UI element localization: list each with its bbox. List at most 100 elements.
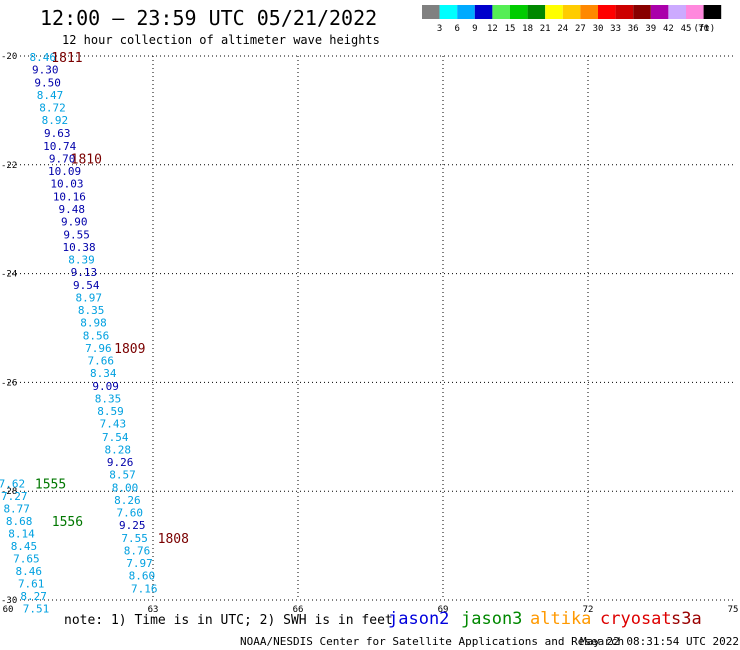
jason3-swh-value: 8.27 — [20, 590, 47, 603]
legend-swatch — [439, 5, 458, 19]
pass-time-label: 1555 — [35, 478, 66, 493]
legend-label: 24 — [557, 24, 568, 34]
legend-label: 9 — [472, 24, 477, 34]
y-tick-label: -28 — [1, 487, 17, 497]
legend-swatch — [492, 5, 510, 19]
legend-swatch — [510, 5, 528, 19]
altika-swh-value: 8.47 — [37, 89, 64, 102]
credit-line: NOAA/NESDIS Center for Satellite Applica… — [240, 635, 625, 648]
pass-time-label: 1810 — [71, 152, 102, 167]
legend-label: 70 — [698, 24, 709, 34]
legend-swatch — [527, 5, 546, 19]
altika-swh-value: 7.43 — [100, 418, 127, 431]
altika-swh-value: 10.38 — [62, 241, 95, 254]
y-tick-label: -22 — [1, 161, 17, 171]
altika-swh-value: 7.16 — [131, 583, 158, 596]
legend-label: 18 — [522, 24, 533, 34]
legend-swatch — [457, 5, 475, 19]
altika-swh-value: 10.74 — [43, 140, 76, 153]
legend-swatch — [562, 5, 581, 19]
legend-swatch — [598, 5, 616, 19]
jason3-swh-value: 8.14 — [8, 528, 35, 541]
legend-swatch — [633, 5, 651, 19]
legend-label: 45 — [681, 24, 692, 34]
x-tick-label: 75 — [728, 605, 739, 615]
altika-swh-value: 9.13 — [71, 266, 98, 279]
legend-swatch — [474, 5, 493, 19]
update-timestamp: May 22 08:31:54 UTC 2022 — [580, 635, 739, 648]
altika-swh-value: 9.26 — [107, 456, 134, 469]
altika-swh-value: 7.96 — [85, 342, 112, 355]
legend-label: 30 — [593, 24, 604, 34]
altika-swh-value: 10.16 — [53, 190, 86, 203]
altika-swh-value: 8.00 — [112, 481, 139, 494]
legend-swatch — [615, 5, 634, 19]
altika-swh-value: 7.97 — [126, 557, 153, 570]
altika-swh-value: 8.59 — [97, 405, 124, 418]
legend-unit: (ft) — [694, 24, 716, 34]
satellite-legend-s3a: s3a — [671, 609, 702, 629]
altika-swh-value: 9.63 — [44, 127, 71, 140]
satellite-legend-jason2: jason2 — [388, 609, 450, 629]
pass-time-label: 1808 — [158, 532, 189, 547]
jason3-swh-value: 7.62 — [0, 478, 25, 491]
satellite-legend-altika: altika — [530, 609, 592, 629]
jason3-swh-value: 8.68 — [6, 515, 33, 528]
legend-swatch — [422, 5, 440, 19]
x-tick-label: 72 — [583, 605, 594, 615]
legend-swatch — [703, 5, 722, 19]
jason3-swh-value: 7.51 — [23, 603, 50, 615]
legend-label: 36 — [628, 24, 639, 34]
x-tick-label: 66 — [293, 605, 304, 615]
altika-swh-value: 8.97 — [75, 292, 102, 305]
altika-swh-value: 10.09 — [48, 165, 81, 178]
altika-swh-value: 9.48 — [59, 203, 86, 216]
legend-swatch — [668, 5, 686, 19]
pass-time-label: 1556 — [52, 515, 83, 530]
altika-swh-value: 9.90 — [61, 215, 88, 228]
jason3-swh-value: 7.65 — [13, 553, 40, 566]
legend-swatch — [650, 5, 669, 19]
altika-swh-value: 8.35 — [78, 304, 105, 317]
altika-swh-value: 8.57 — [109, 468, 136, 481]
altika-swh-value: 9.25 — [119, 519, 146, 532]
altika-swh-value: 10.03 — [50, 177, 83, 190]
legend-swatch — [686, 5, 704, 19]
jason3-swh-value: 7.27 — [1, 490, 28, 503]
legend-label: 39 — [645, 24, 656, 34]
legend-swatch — [545, 5, 563, 19]
satellite-legend-cryosat: cryosat — [600, 609, 672, 629]
legend-label: 3 — [437, 24, 442, 34]
jason3-swh-value: 7.61 — [18, 578, 45, 591]
y-tick-label: -30 — [1, 596, 17, 606]
chart-subtitle: 12 hour collection of altimeter wave hei… — [62, 33, 380, 47]
pass-time-label: 1809 — [114, 342, 145, 357]
x-tick-label: 63 — [148, 605, 159, 615]
legend-label: 33 — [610, 24, 621, 34]
legend-swatch — [580, 5, 598, 19]
x-tick-label: 60 — [3, 605, 14, 615]
pass-time-label: 1811 — [51, 51, 82, 66]
color-legend: 3 6 9 12 15 18 21 24 27 30 33 36 39 42 45 70(ft) — [422, 5, 722, 34]
altika-swh-value: 7.55 — [121, 532, 148, 545]
altika-swh-value: 8.34 — [90, 367, 117, 380]
altika-swh-value: 7.54 — [102, 431, 129, 444]
altika-swh-value: 9.50 — [34, 77, 61, 90]
jason3-swh-value: 8.45 — [11, 540, 38, 553]
x-tick-label: 69 — [438, 605, 449, 615]
altika-swh-value: 8.60 — [129, 570, 156, 583]
altika-swh-value: 9.54 — [73, 279, 100, 292]
y-tick-label: -24 — [1, 270, 17, 280]
altika-swh-value: 9.30 — [32, 64, 59, 77]
altika-swh-value: 8.98 — [80, 317, 107, 330]
legend-label: 21 — [540, 24, 551, 34]
legend-label: 42 — [663, 24, 674, 34]
y-tick-label: -26 — [1, 378, 17, 388]
altika-swh-value: 8.46 — [30, 51, 57, 64]
legend-label: 15 — [505, 24, 516, 34]
jason3-swh-value: 8.77 — [3, 503, 30, 516]
altika-swh-value: 8.56 — [83, 330, 110, 343]
altika-swh-value: 8.92 — [42, 114, 69, 127]
altika-swh-value: 9.55 — [63, 228, 90, 241]
legend-label: 27 — [575, 24, 586, 34]
